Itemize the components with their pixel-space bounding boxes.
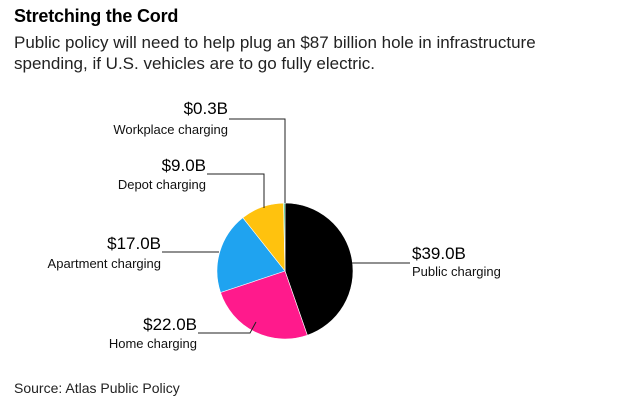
chart-title: Stretching the Cord (14, 6, 179, 26)
value-label-public: $39.0B (412, 244, 466, 263)
slice-label-workplace: Workplace charging (113, 122, 228, 137)
slice-home (220, 270, 308, 340)
value-label-home: $22.0B (143, 315, 197, 334)
source-note: Source: Atlas Public Policy (14, 380, 180, 396)
leader-workplace (229, 118, 286, 203)
chart-subtitle: Public policy will need to help plug an … (14, 33, 536, 73)
value-label-workplace: $0.3B (184, 99, 228, 118)
leader-home (198, 321, 257, 334)
leader-lines (162, 118, 410, 334)
value-label-depot: $9.0B (162, 156, 206, 175)
slice-label-home: Home charging (109, 336, 197, 351)
pie-slices (216, 202, 354, 340)
leader-depot (207, 173, 265, 208)
slice-label-depot: Depot charging (118, 177, 206, 192)
slice-public (284, 202, 354, 336)
slice-label-public: Public charging (412, 264, 501, 279)
slice-apartment (216, 217, 286, 293)
slice-label-apartment: Apartment charging (48, 256, 161, 271)
value-label-apartment: $17.0B (107, 234, 161, 253)
